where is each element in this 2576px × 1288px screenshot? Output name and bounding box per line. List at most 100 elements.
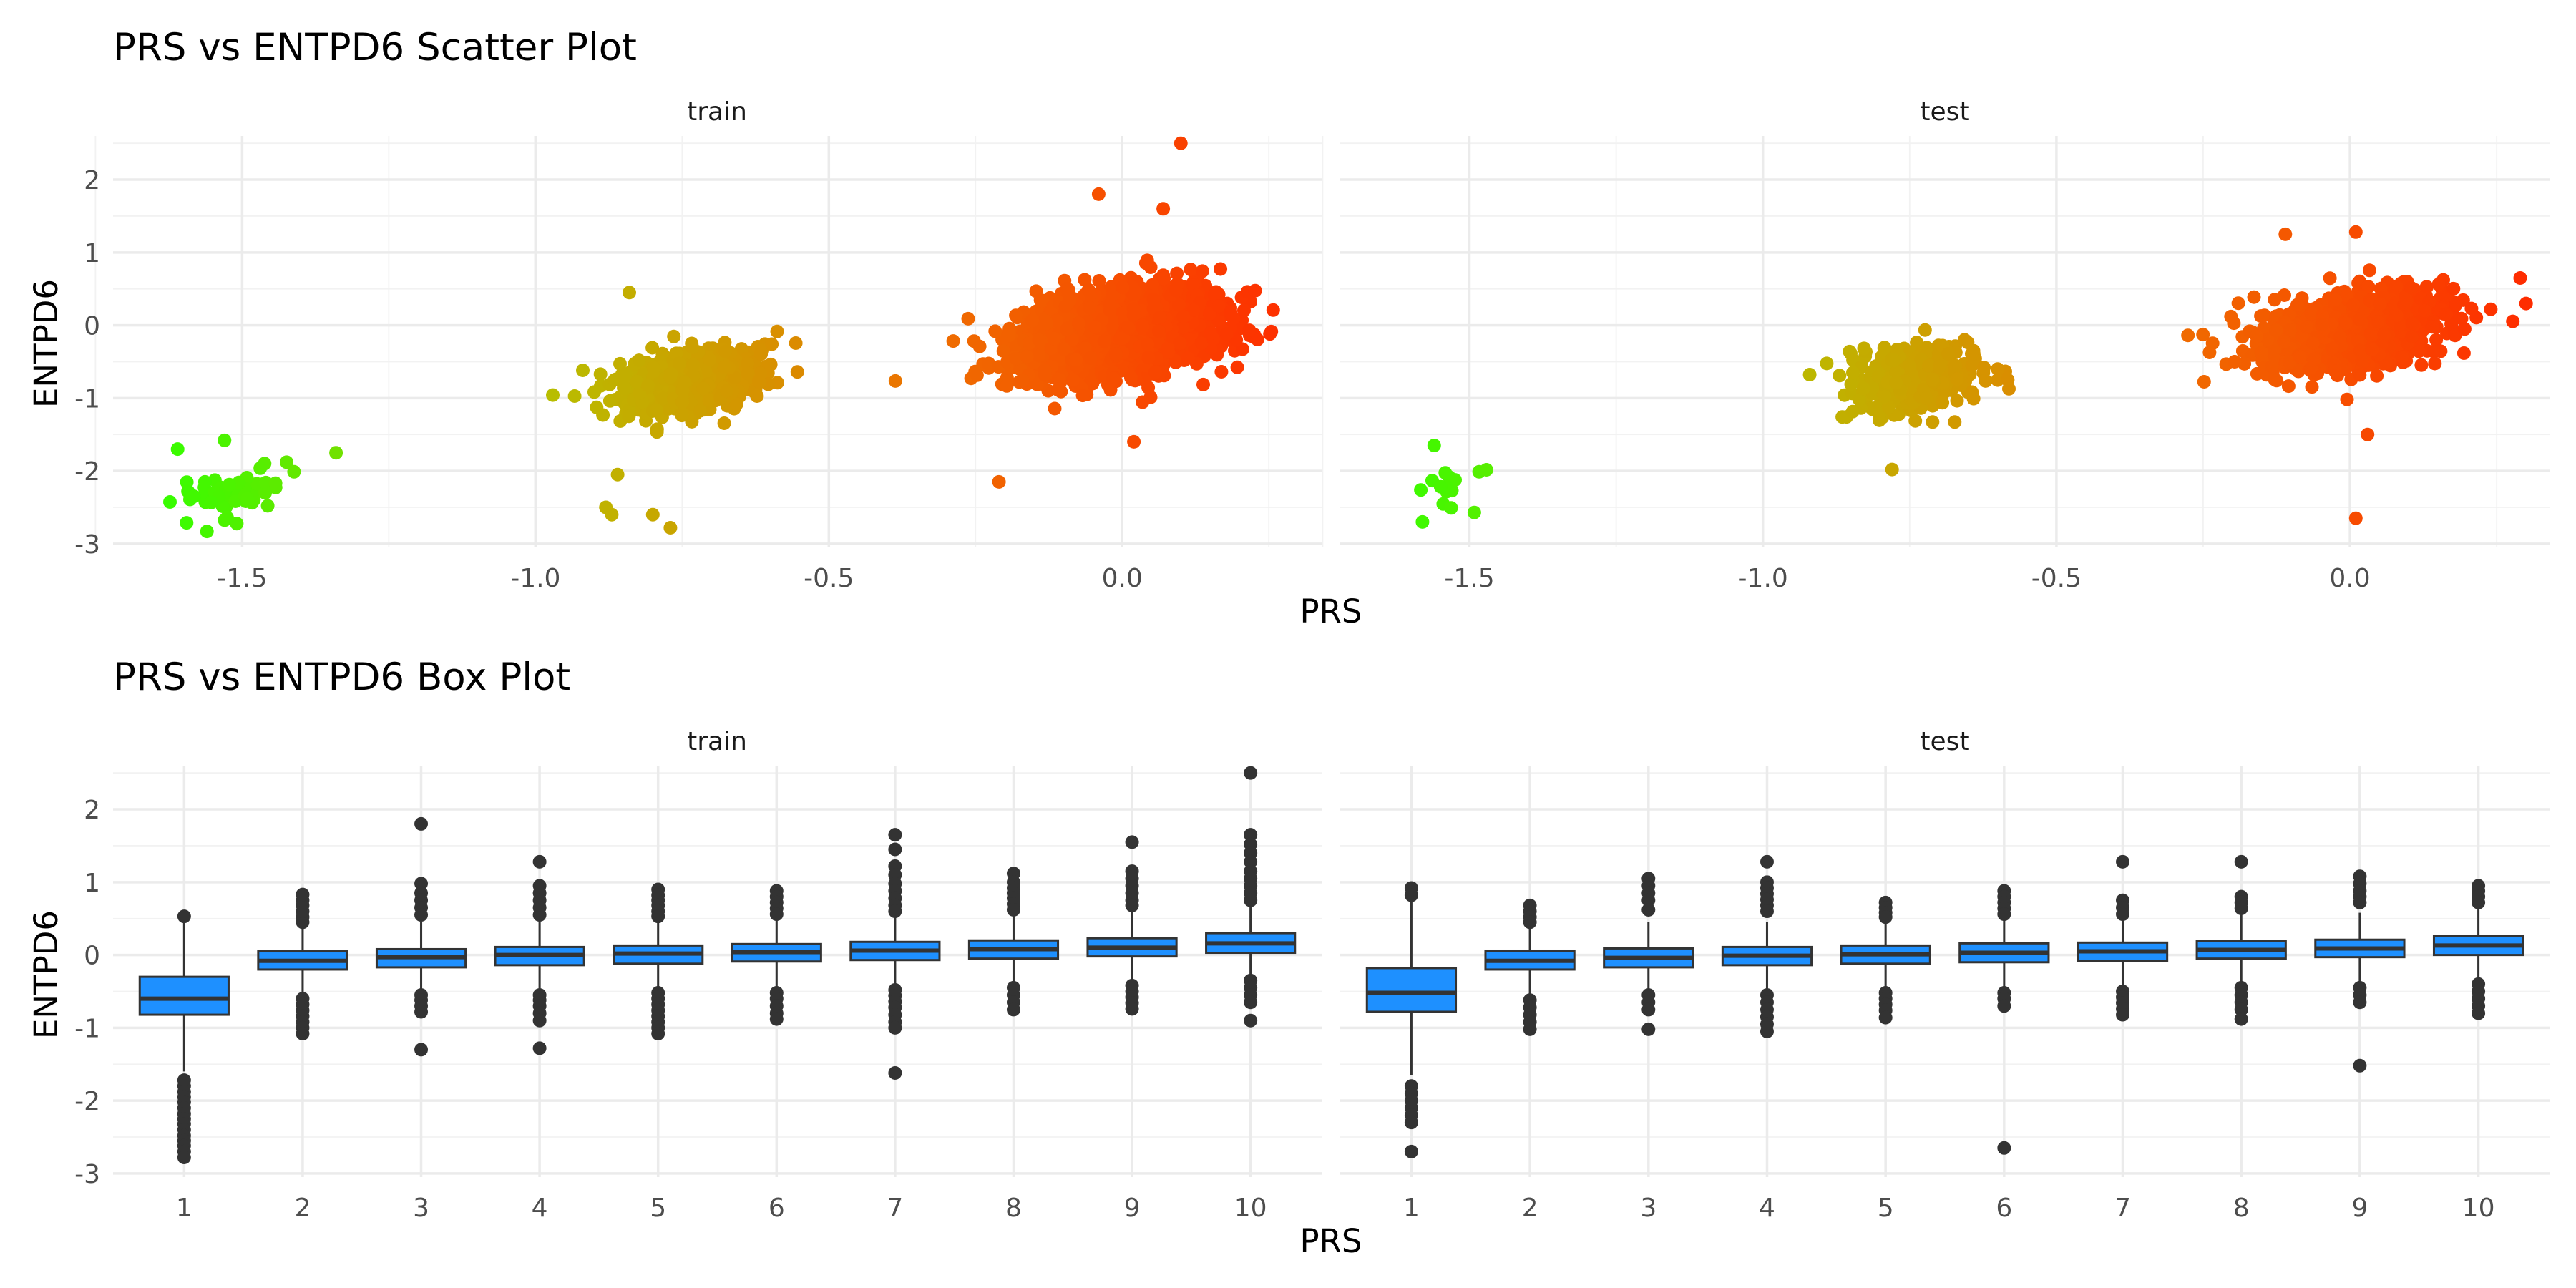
scatter-point — [2389, 279, 2404, 293]
scatter-point — [2429, 333, 2444, 347]
x-tick-label: 6 — [769, 1194, 785, 1223]
box-outlier — [2472, 1006, 2486, 1020]
scatter-point — [1873, 413, 1886, 427]
box-y-axis-title: ENTPD6 — [27, 910, 65, 1039]
scatter-point — [567, 389, 582, 403]
box-outlier — [1523, 915, 1537, 930]
y-tick-label: -2 — [74, 1087, 100, 1116]
scatter-point — [1224, 305, 1238, 319]
scatter-point — [1181, 351, 1195, 366]
scatter-point — [576, 364, 590, 377]
scatter-point — [2431, 277, 2446, 291]
scatter-point — [656, 391, 670, 406]
x-tick-label: 2 — [294, 1194, 311, 1223]
scatter-point — [1141, 337, 1155, 351]
scatter-point — [2305, 380, 2319, 394]
scatter-point — [2353, 368, 2367, 382]
box-strip-test: test — [1920, 727, 1969, 756]
x-tick-label: 4 — [532, 1194, 548, 1223]
scatter-point — [729, 397, 743, 411]
scatter-point — [645, 507, 660, 522]
scatter-point — [752, 375, 766, 389]
scatter-point — [593, 367, 608, 381]
scatter-point — [2348, 511, 2363, 525]
scatter-point — [1020, 349, 1034, 364]
box-outlier — [2234, 1002, 2248, 1017]
box-outlier — [769, 1012, 784, 1026]
scatter-point — [1207, 288, 1221, 302]
box-outlier — [1997, 999, 2011, 1013]
x-tick-label: 0.0 — [2329, 564, 2370, 593]
box-strip-train: train — [687, 727, 747, 756]
scatter-point — [693, 404, 707, 418]
scatter-point — [2181, 328, 2195, 343]
scatter-point — [1103, 303, 1117, 318]
box-outlier — [1244, 893, 1258, 907]
scatter-point — [2405, 330, 2419, 344]
y-tick-label: 0 — [84, 942, 100, 971]
scatter-point — [2428, 356, 2442, 371]
scatter-strip-test: test — [1920, 97, 1969, 127]
scatter-point — [1153, 310, 1168, 324]
scatter-point — [650, 425, 664, 439]
scatter-strip-train: train — [687, 97, 747, 127]
scatter-point — [1802, 368, 1817, 381]
scatter-point — [602, 394, 617, 408]
scatter-point — [2448, 328, 2462, 343]
box-outlier — [1125, 898, 1139, 912]
scatter-point — [1097, 334, 1111, 348]
y-tick-label: -3 — [74, 530, 100, 560]
scatter-point — [2268, 372, 2282, 386]
scatter-point — [646, 361, 660, 375]
scatter-point — [2464, 301, 2479, 316]
scatter-point — [1156, 202, 1171, 216]
x-tick-label: 1 — [1403, 1194, 1420, 1223]
scatter-point — [1157, 271, 1171, 286]
scatter-point — [2293, 350, 2307, 364]
box-outlier — [651, 909, 665, 924]
scatter-point — [2363, 326, 2378, 341]
scatter-point — [260, 499, 275, 513]
scatter-point — [2446, 281, 2461, 296]
scatter-point — [675, 409, 689, 423]
y-tick-label: -2 — [74, 457, 100, 487]
scatter-point — [2001, 373, 2015, 387]
scatter-point — [1444, 501, 1458, 515]
scatter-panel-test: -1.5 -1.0 -0.5 0.0 — [1322, 136, 2550, 593]
scatter-point — [240, 492, 255, 506]
scatter-point — [1919, 391, 1933, 405]
scatter-point — [2328, 293, 2343, 307]
box-outlier — [1641, 1022, 1656, 1036]
scatter-point — [1950, 372, 1964, 386]
scatter-point — [2348, 225, 2363, 239]
box-outlier — [532, 1041, 547, 1055]
scatter-point — [2457, 322, 2472, 336]
scatter-point — [2377, 328, 2391, 342]
scatter-point — [1173, 336, 1187, 350]
scatter-point — [2355, 353, 2369, 368]
scatter-point — [1069, 353, 1083, 367]
scatter-point — [1219, 327, 1234, 341]
scatter-point — [287, 464, 301, 479]
box-outlier — [1878, 910, 1893, 924]
scatter-point — [1127, 302, 1141, 316]
scatter-point — [1877, 341, 1891, 355]
scatter-point — [1009, 351, 1023, 366]
scatter-point — [1141, 381, 1156, 394]
scatter-point — [623, 286, 636, 300]
scatter-point — [170, 442, 185, 457]
box-outlier — [1760, 854, 1774, 869]
y-tick-label: -3 — [74, 1160, 100, 1189]
scatter-point — [2269, 323, 2283, 338]
scatter-point — [1174, 136, 1188, 150]
scatter-point — [750, 389, 764, 403]
scatter-point — [720, 384, 733, 398]
scatter-point — [1121, 321, 1136, 335]
scatter-point — [2300, 320, 2314, 334]
scatter-point — [2254, 309, 2268, 323]
y-tick-label: 2 — [84, 796, 100, 825]
scatter-point — [2333, 330, 2347, 344]
box-outlier — [414, 816, 429, 831]
scatter-point — [2196, 328, 2210, 341]
scatter-point — [1057, 342, 1071, 356]
